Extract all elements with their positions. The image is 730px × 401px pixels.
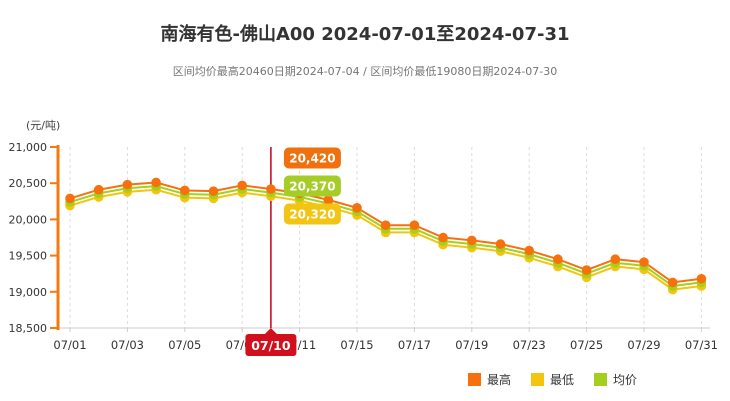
x-tick-label[interactable]: 07/15: [340, 338, 373, 352]
y-axis-unit-label: (元/吨): [26, 119, 61, 132]
tooltip-value-avg: 20,370: [289, 180, 335, 194]
legend: 最高 最低 均价: [468, 371, 637, 388]
data-point-high[interactable]: [696, 273, 707, 284]
tooltip-badge-high: [283, 147, 341, 169]
x-tick-label[interactable]: 07/01: [53, 338, 86, 352]
legend-label-avg: 均价: [613, 373, 638, 387]
data-point-high[interactable]: [65, 193, 75, 204]
data-point-high[interactable]: [266, 184, 276, 194]
y-tick-label: 19,000: [9, 286, 48, 299]
legend-item-high[interactable]: 最高: [468, 371, 511, 388]
y-tick-label: 20,000: [9, 213, 48, 226]
series-line-low: [69, 188, 702, 291]
data-point-high[interactable]: [639, 257, 649, 267]
y-tick-label: 20,500: [9, 177, 48, 190]
data-point-high[interactable]: [208, 186, 219, 196]
data-point-high[interactable]: [667, 277, 678, 288]
tooltip-badge-low: [283, 203, 341, 225]
y-tick-label: 19,500: [9, 250, 48, 263]
y-tick-label: 21,000: [9, 141, 48, 154]
page-title: 南海有色-佛山A00 2024-07-01至2024-07-31: [160, 24, 570, 45]
x-tick-label[interactable]: 07/31: [685, 338, 718, 352]
data-point-high[interactable]: [610, 254, 621, 265]
data-point-high[interactable]: [122, 179, 133, 190]
data-point-high[interactable]: [323, 195, 334, 205]
tooltip-value-low: 20,320: [289, 208, 335, 222]
data-point-high[interactable]: [495, 239, 506, 249]
data-point-high[interactable]: [581, 265, 592, 275]
legend-item-low[interactable]: 最低: [531, 371, 574, 388]
selected-date-label: 07/10: [251, 338, 291, 353]
data-point-high[interactable]: [524, 245, 535, 256]
chart-subtitle: 区间均价最高20460日期2024-07-04 / 区间均价最低19080日期2…: [172, 65, 558, 78]
x-tick-label[interactable]: 07/29: [627, 338, 660, 352]
legend-item-avg[interactable]: 均价: [594, 371, 637, 388]
data-point-high[interactable]: [438, 232, 448, 243]
legend-label-low: 最低: [550, 373, 575, 387]
legend-swatch-low-icon: [531, 373, 545, 386]
legend-swatch-high-icon: [468, 373, 481, 386]
data-point-high[interactable]: [553, 254, 563, 265]
y-tick-label: 18,500: [9, 322, 48, 335]
x-tick-label[interactable]: 07/17: [398, 338, 431, 352]
tooltip-value-high: 20,420: [289, 152, 335, 166]
x-tick-label[interactable]: 07/19: [455, 338, 488, 352]
data-point-high[interactable]: [180, 185, 190, 196]
x-tick-label[interactable]: 07/23: [513, 338, 546, 352]
legend-swatch-avg-icon: [594, 373, 608, 386]
data-point-high[interactable]: [151, 177, 161, 188]
data-point-high[interactable]: [352, 203, 362, 213]
data-point-high[interactable]: [237, 180, 247, 191]
data-point-high[interactable]: [380, 220, 391, 230]
legend-label-high: 最高: [487, 373, 512, 387]
data-point-high[interactable]: [467, 235, 477, 246]
selected-date-badge[interactable]: [245, 334, 297, 356]
x-tick-label[interactable]: 07/05: [168, 338, 201, 352]
data-point-high[interactable]: [93, 184, 104, 195]
tooltip-badge-avg: [283, 175, 341, 197]
x-tick-label[interactable]: 07/25: [570, 338, 603, 352]
selected-date-pointer-icon: [264, 328, 277, 334]
data-point-high[interactable]: [409, 220, 420, 230]
x-tick-label[interactable]: 07/03: [111, 338, 144, 352]
